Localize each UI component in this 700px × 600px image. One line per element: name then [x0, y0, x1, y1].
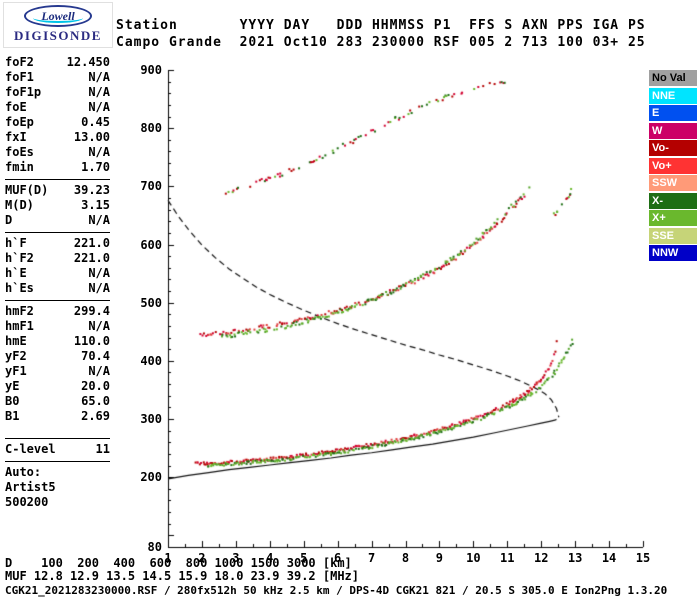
x-tick-label: 10 — [466, 551, 481, 565]
x-tick-label: 6 — [334, 551, 342, 565]
x-tick-label: 3 — [232, 551, 240, 565]
x-tick-label: 9 — [435, 551, 444, 565]
y-tick-label: 700 — [140, 179, 162, 194]
x-tick-label: 5 — [300, 551, 308, 565]
x-tick-label: 1 — [164, 551, 172, 565]
legend-item-sse: SSE — [649, 227, 697, 244]
x-tick-label: 12 — [533, 551, 549, 565]
legend-item-x-: X- — [649, 192, 697, 209]
y-tick-label: 400 — [140, 353, 162, 368]
x-tick-label: 13 — [567, 551, 583, 565]
y-tick-label: 80 — [147, 540, 162, 554]
y-tick-label: 500 — [140, 295, 162, 310]
muf-row: MUF 12.8 12.9 13.5 14.5 15.9 18.0 23.9 3… — [5, 569, 360, 583]
legend-item-vo+: Vo+ — [649, 157, 697, 174]
x-tick-label: 2 — [198, 551, 206, 565]
direction-legend: No Val NNE E W Vo- Vo+ SSW X- X+ SSE NNW — [649, 70, 697, 263]
y-tick-label: 800 — [140, 121, 162, 136]
y-tick-label: 300 — [140, 412, 162, 427]
legend-item-w: W — [649, 122, 697, 139]
legend-item-x+: X+ — [649, 210, 697, 226]
x-tick-label: 15 — [635, 551, 651, 565]
legend-item-nne: NNE — [649, 87, 697, 104]
legend-item-ssw: SSW — [649, 175, 697, 191]
y-tick-label: 900 — [140, 63, 162, 77]
x-tick-label: 14 — [601, 551, 617, 565]
legend-item-nnw: NNW — [649, 245, 697, 261]
x-tick-label: 4 — [266, 551, 274, 565]
x-tick-label: 11 — [500, 551, 515, 565]
x-tick-label: 7 — [367, 551, 376, 565]
y-tick-label: 200 — [140, 470, 162, 485]
y-tick-label: 600 — [140, 237, 162, 252]
file-info-line: CGK21_2021283230000.RSF / 280fx512h 50 k… — [5, 584, 668, 597]
legend-item-no-val: No Val — [649, 70, 697, 86]
legend-item-e: E — [649, 105, 697, 121]
x-tick-label: 8 — [401, 551, 410, 565]
distance-row: D 100 200 400 600 800 1000 1500 3000 [km… — [5, 556, 352, 570]
legend-item-vo-: Vo- — [649, 140, 697, 156]
